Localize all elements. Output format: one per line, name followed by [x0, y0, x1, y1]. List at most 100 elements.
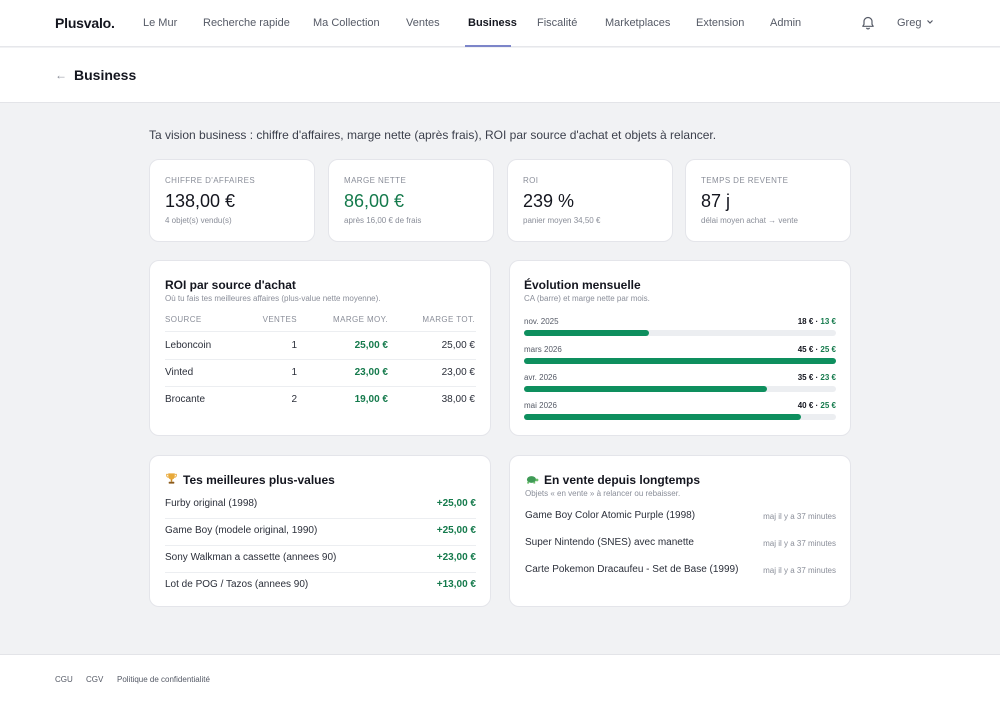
- kpi-label: ROI: [523, 176, 539, 185]
- list-item-gain: +25,00 €: [436, 525, 476, 536]
- nav-item-admin[interactable]: Admin: [770, 17, 802, 29]
- list-item-name: Furby original (1998): [165, 498, 258, 509]
- page-header: ← Business: [0, 48, 1000, 103]
- best-gains-card: Tes meilleures plus-values Furby origina…: [149, 455, 491, 607]
- bar-fill: [524, 414, 802, 420]
- bar-track: [524, 386, 836, 392]
- divider: [165, 359, 476, 360]
- kpi-value: 87 j: [701, 191, 731, 211]
- kpi-sub: panier moyen 34,50 €: [523, 216, 601, 225]
- bar-fill: [524, 358, 836, 364]
- nav-item-fiscalite[interactable]: Fiscalité: [537, 17, 578, 29]
- cell-marge-moy: 23,00 €: [354, 367, 388, 378]
- divider: [165, 545, 476, 546]
- user-menu[interactable]: Greg: [897, 17, 922, 29]
- trophy-icon: [166, 473, 177, 484]
- kpi-value: 86,00 €: [344, 191, 405, 211]
- intro-text: Ta vision business : chiffre d'affaires,…: [149, 128, 717, 142]
- card-subtitle: Où tu fais tes meilleures affaires (plus…: [165, 294, 381, 303]
- cell-marge-tot: 25,00 €: [441, 340, 475, 351]
- col-header-ventes: VENTES: [262, 315, 297, 324]
- card-subtitle: CA (barre) et marge nette par mois.: [524, 294, 650, 303]
- divider: [165, 572, 476, 573]
- bar-track: [524, 414, 836, 420]
- list-item-time: maj il y a 37 minutes: [763, 539, 836, 548]
- stale-listings-card: En vente depuis longtemps Objets « en ve…: [509, 455, 851, 607]
- divider: [165, 331, 476, 332]
- list-item-gain: +23,00 €: [436, 552, 476, 563]
- kpi-card-roi: ROI 239 % panier moyen 34,50 €: [507, 159, 673, 242]
- card-title: Évolution mensuelle: [524, 278, 641, 292]
- kpi-value: 138,00 €: [165, 191, 236, 211]
- bar-fill: [524, 330, 649, 336]
- month-values: 35 € · 23 €: [797, 373, 836, 382]
- footer-link-cgu[interactable]: CGU: [55, 675, 73, 684]
- month-label: avr. 2026: [524, 373, 557, 382]
- kpi-value: 239 %: [523, 191, 575, 211]
- nav-item-le-mur[interactable]: Le Mur: [143, 17, 178, 29]
- kpi-label: Marge nette: [344, 176, 407, 185]
- nav-item-extension[interactable]: Extension: [696, 17, 745, 29]
- chevron-down-icon[interactable]: [926, 18, 934, 26]
- card-title: Tes meilleures plus-values: [183, 473, 335, 487]
- kpi-card-ca: Chiffre d'affaires 138,00 € 4 objet(s) v…: [149, 159, 315, 242]
- kpi-sub: après 16,00 € de frais: [344, 216, 422, 225]
- nav-item-marketplaces[interactable]: Marketplaces: [605, 17, 671, 29]
- top-nav: Plusvalo. Le Mur Recherche rapide Ma Col…: [0, 0, 1000, 47]
- bar-track: [524, 358, 836, 364]
- month-values: 40 € · 25 €: [797, 401, 836, 410]
- footer: CGU CGV Politique de confidentialité: [0, 654, 1000, 702]
- cell-marge-tot: 23,00 €: [441, 367, 475, 378]
- cell-marge-moy: 19,00 €: [354, 394, 388, 405]
- list-item-name: Game Boy Color Atomic Purple (1998): [525, 510, 696, 521]
- divider: [165, 518, 476, 519]
- evolution-card: Évolution mensuelle CA (barre) et marge …: [509, 260, 851, 436]
- col-header-source: SOURCE: [165, 315, 202, 324]
- active-tab-indicator: [465, 45, 511, 47]
- list-item-name: Super Nintendo (SNES) avec manette: [525, 537, 694, 548]
- nav-item-ma-collection[interactable]: Ma Collection: [313, 17, 380, 29]
- page-title: Business: [74, 67, 137, 83]
- col-header-marge-moy: MARGE MOY.: [333, 315, 388, 324]
- month-values: 45 € · 25 €: [797, 345, 836, 354]
- cell-source: Brocante: [165, 394, 206, 405]
- list-item-time: maj il y a 37 minutes: [763, 566, 836, 575]
- month-values: 18 € · 13 €: [797, 317, 836, 326]
- list-item-name: Carte Pokemon Dracaufeu - Set de Base (1…: [525, 564, 739, 575]
- list-item-name: Sony Walkman a cassette (annees 90): [165, 552, 337, 563]
- month-label: mai 2026: [524, 401, 557, 410]
- cell-ventes: 1: [291, 340, 297, 351]
- cell-source: Leboncoin: [165, 340, 212, 351]
- roi-card: ROI par source d'achat Où tu fais tes me…: [149, 260, 491, 436]
- kpi-card-marge: Marge nette 86,00 € après 16,00 € de fra…: [328, 159, 494, 242]
- bell-icon[interactable]: [860, 15, 876, 31]
- bar-track: [524, 330, 836, 336]
- card-subtitle: Objets « en vente » à relancer ou rebais…: [525, 489, 681, 498]
- kpi-label: Chiffre d'affaires: [165, 176, 256, 185]
- nav-item-recherche-rapide[interactable]: Recherche rapide: [203, 17, 290, 29]
- card-title: En vente depuis longtemps: [544, 473, 701, 487]
- list-item-time: maj il y a 37 minutes: [763, 512, 836, 521]
- bar-fill: [524, 386, 767, 392]
- footer-link-cgv[interactable]: CGV: [86, 675, 104, 684]
- cell-ventes: 1: [291, 367, 297, 378]
- month-label: nov. 2025: [524, 317, 559, 326]
- kpi-card-temps: Temps de revente 87 j délai moyen achat …: [685, 159, 851, 242]
- list-item-gain: +25,00 €: [436, 498, 476, 509]
- divider: [165, 386, 476, 387]
- cell-marge-tot: 38,00 €: [441, 394, 475, 405]
- list-item-name: Lot de POG / Tazos (annees 90): [165, 579, 309, 590]
- turtle-icon: [526, 476, 539, 484]
- list-item-gain: +13,00 €: [436, 579, 476, 590]
- month-label: mars 2026: [524, 345, 562, 354]
- card-title: ROI par source d'achat: [165, 278, 296, 292]
- nav-item-business[interactable]: Business: [468, 17, 517, 29]
- cell-source: Vinted: [165, 367, 194, 378]
- kpi-sub: 4 objet(s) vendu(s): [165, 216, 232, 225]
- back-arrow-icon[interactable]: ←: [55, 68, 67, 82]
- nav-item-ventes[interactable]: Ventes: [406, 17, 440, 29]
- logo[interactable]: Plusvalo.: [55, 15, 115, 31]
- kpi-label: Temps de revente: [701, 176, 789, 185]
- footer-link-privacy[interactable]: Politique de confidentialité: [117, 675, 210, 684]
- col-header-marge-tot: MARGE TOT.: [422, 315, 475, 324]
